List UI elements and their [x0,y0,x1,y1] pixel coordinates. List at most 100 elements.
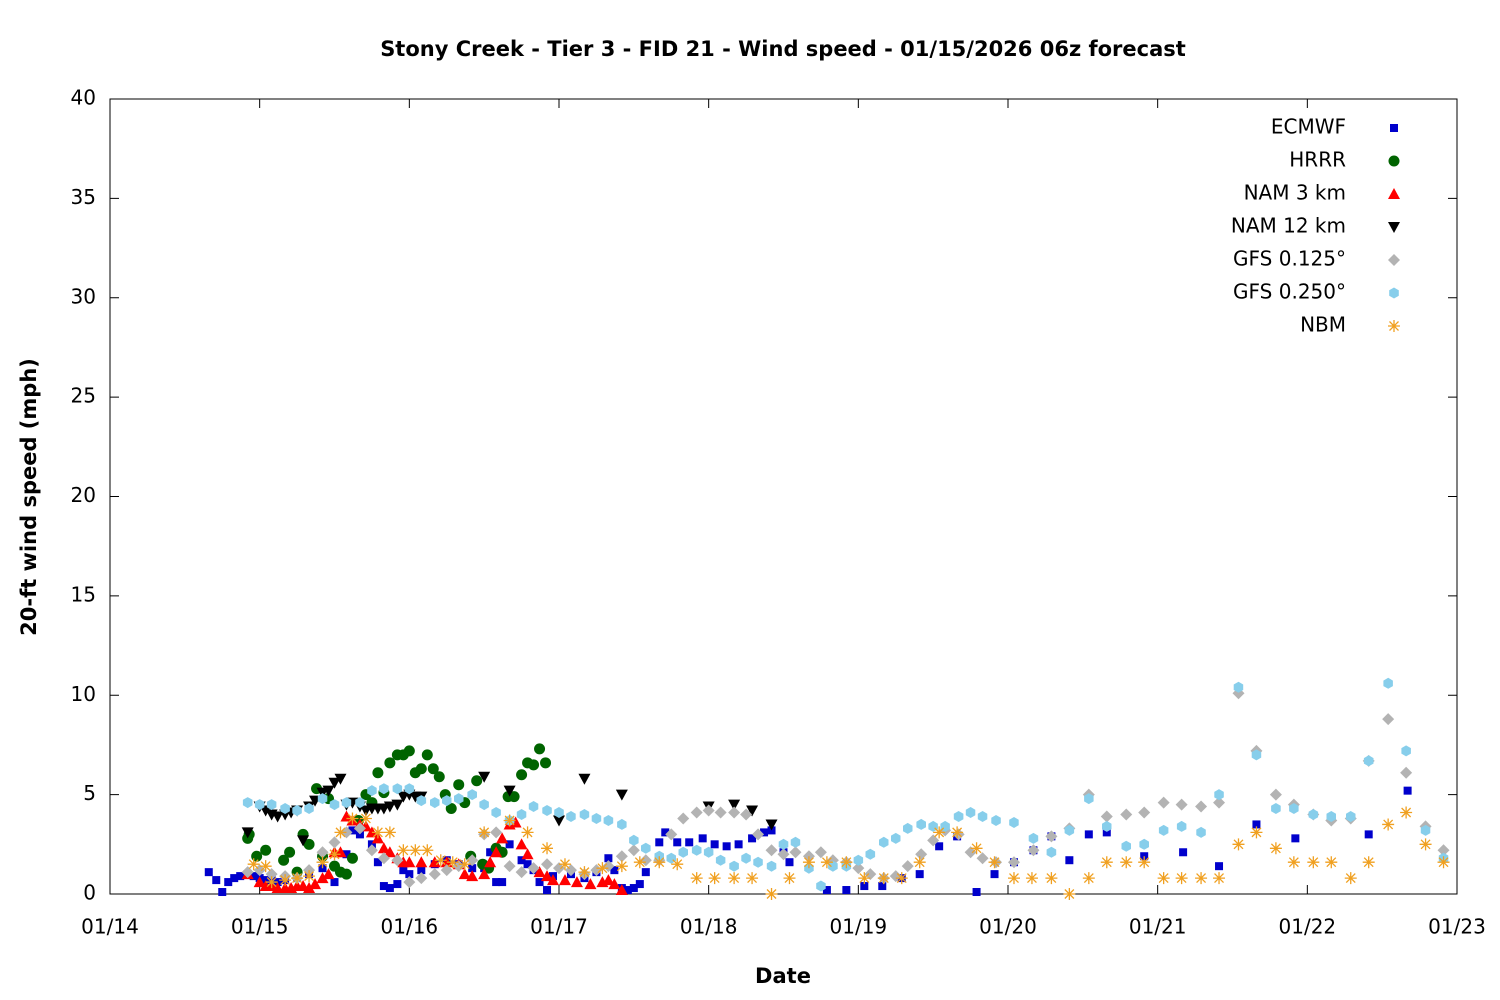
marker-asterisk [1437,856,1450,869]
marker-diamond [515,866,528,879]
marker-circle [534,743,546,755]
x-tick-label: 01/19 [830,915,888,939]
y-tick-label: 0 [83,881,96,905]
marker-triangle [334,773,347,785]
marker-hexagon [1326,811,1336,822]
marker-square [685,838,694,847]
marker-square [822,886,831,895]
marker-diamond [1388,254,1400,266]
marker-diamond [541,858,554,871]
marker-asterisk [346,812,359,825]
y-axis-label: 20-ft wind speed (mph) [17,358,41,636]
marker-diamond [553,862,565,875]
marker-square [543,886,552,895]
marker-hexagon [991,815,1001,826]
marker-square [1179,848,1188,857]
marker-triangle [309,878,322,890]
marker-diamond [440,864,453,877]
marker-hexagon [766,860,777,872]
marker-asterisk [247,858,260,871]
marker-triangle [458,868,471,880]
marker-hexagon [1084,793,1094,805]
marker-square [1252,820,1261,829]
marker-asterisk [802,856,815,869]
legend: ECMWF HRRR NAM 3 km NAM 12 km GFS 0.125° GFS … [1231,115,1400,337]
marker-triangle [478,771,491,783]
marker-diamond [265,868,278,881]
marker-circle [278,854,290,866]
marker-hexagon [542,805,552,816]
marker-square [249,872,258,881]
marker-hexagon [479,799,489,811]
marker-asterisk [334,826,347,839]
marker-hexagon [1383,677,1393,689]
marker-hexagon [317,793,328,805]
legend-label: HRRR [1289,148,1346,172]
y-tick-label: 40 [71,86,96,110]
marker-asterisk [558,858,571,871]
marker-diamond [627,844,640,857]
marker-diamond [728,806,741,819]
marker-diamond [1437,844,1450,857]
marker-diamond [353,822,366,835]
marker-square [785,858,794,867]
marker-square [330,878,339,887]
marker-asterisk [291,872,304,885]
marker-triangle [602,874,615,886]
marker-asterisk [746,872,759,885]
marker-diamond [452,860,465,873]
marker-asterisk [446,856,459,869]
marker-asterisk [877,872,890,885]
marker-diamond [428,868,441,881]
marker-hexagon [1214,789,1224,801]
marker-circle [445,803,457,815]
marker-square [734,840,743,849]
marker-diamond [852,862,865,875]
marker-hexagon [1064,824,1075,836]
marker-hexagon [1401,745,1411,757]
x-tick-label: 01/16 [381,915,439,939]
marker-diamond [391,854,404,867]
marker-asterisk [708,872,721,885]
marker-asterisk [633,856,646,869]
marker-triangle [584,878,597,890]
marker-hexagon [379,783,389,795]
marker-square [1364,830,1373,839]
marker-diamond [1045,830,1058,843]
marker-square [860,882,869,891]
marker-asterisk [1025,872,1038,885]
legend-label: NBM [1300,313,1346,337]
x-tick-label: 01/15 [231,915,289,939]
marker-hexagon [816,880,826,892]
marker-square [342,850,351,859]
marker-diamond [1269,788,1282,801]
marker-hexagon [392,783,403,795]
marker-hexagon [1139,838,1149,850]
marker-diamond [765,844,778,857]
marker-diamond [752,828,765,841]
marker-asterisk [1307,856,1320,869]
marker-hexagon [304,803,314,814]
marker-square [1084,830,1093,839]
marker-asterisk [1388,320,1400,332]
marker-triangle [377,842,390,854]
marker-asterisk [521,826,534,839]
marker-square [722,842,731,851]
marker-diamond [590,864,603,877]
marker-diamond [677,812,690,825]
marker-triangle [484,856,497,868]
marker-hexagon [703,846,714,858]
marker-diamond [1213,796,1226,809]
marker-diamond [740,808,753,821]
marker-asterisk [615,860,628,873]
marker-square [698,834,707,843]
marker-circle [372,767,384,779]
marker-triangle [316,872,329,884]
marker-hexagon [691,844,702,856]
marker-hexagon [528,801,539,812]
marker-asterisk [279,874,292,887]
marker-diamond [665,828,678,841]
marker-circle [340,868,352,880]
marker-triangle [322,868,335,880]
marker-square [760,828,769,837]
